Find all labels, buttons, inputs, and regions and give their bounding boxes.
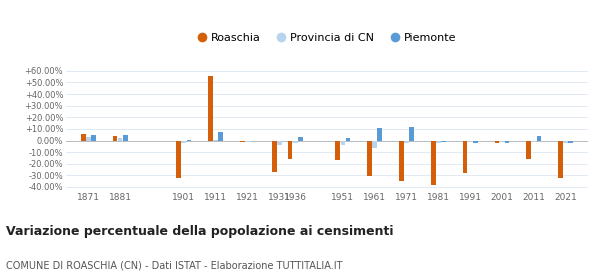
Bar [293,141,298,143]
Bar [399,141,404,181]
Bar [187,140,191,141]
Bar [208,76,213,141]
Bar [463,141,467,173]
Bar [568,141,573,143]
Bar [86,137,91,141]
Bar [404,141,409,143]
Bar [213,140,218,141]
Bar [494,141,499,143]
Bar [91,135,96,141]
Bar [468,141,473,142]
Bar [277,141,281,144]
Bar [218,132,223,141]
Bar [335,141,340,160]
Text: COMUNE DI ROASCHIA (CN) - Dati ISTAT - Elaborazione TUTTITALIA.IT: COMUNE DI ROASCHIA (CN) - Dati ISTAT - E… [6,261,343,271]
Bar [500,141,505,142]
Bar [245,141,250,142]
Bar [536,136,541,141]
Bar [473,141,478,143]
Bar [558,141,563,178]
Bar [563,141,568,143]
Legend: Roaschia, Provincia di CN, Piemonte: Roaschia, Provincia di CN, Piemonte [193,29,461,48]
Bar [272,141,277,172]
Bar [377,128,382,141]
Bar [113,136,118,141]
Bar [436,141,441,143]
Text: Variazione percentuale della popolazione ai censimenti: Variazione percentuale della popolazione… [6,225,394,238]
Bar [526,141,531,159]
Bar [441,141,446,142]
Bar [409,127,414,141]
Bar [298,137,302,141]
Bar [181,141,186,143]
Bar [532,141,536,142]
Bar [373,141,377,148]
Bar [431,141,436,185]
Bar [367,141,372,176]
Bar [176,141,181,178]
Bar [505,141,509,143]
Bar [341,141,345,144]
Bar [123,135,128,141]
Bar [81,134,86,141]
Bar [240,141,245,142]
Bar [346,137,350,141]
Bar [118,137,122,141]
Bar [288,141,292,159]
